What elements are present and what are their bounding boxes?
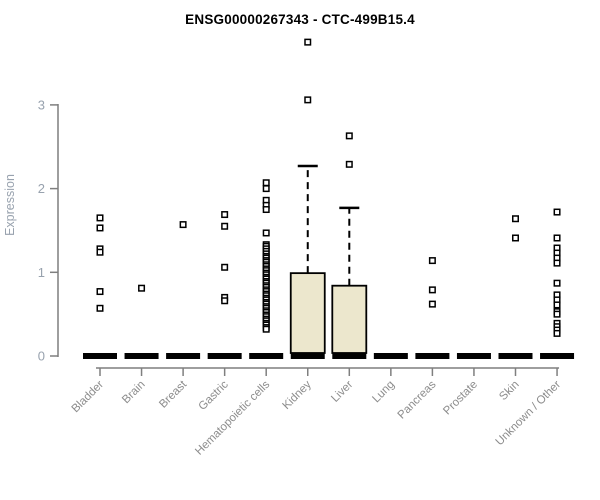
chart-title: ENSG00000267343 - CTC-499B15.4 [185, 12, 415, 27]
outlier-point [96, 224, 104, 232]
outlier-point [221, 263, 229, 271]
x-tick-label: Hematopoietic cells [193, 378, 272, 457]
median-bar [415, 353, 450, 359]
outlier-point [262, 185, 270, 193]
x-tick-label: Prostate [441, 379, 480, 418]
median-bar [456, 353, 491, 359]
outlier-point [262, 179, 270, 187]
outlier-point [553, 310, 561, 318]
x-tick-label: Gastric [197, 378, 231, 412]
outlier-point [553, 259, 561, 267]
outlier-point [262, 325, 270, 333]
outlier-point [96, 248, 104, 256]
outlier-point [221, 222, 229, 230]
outlier-point [428, 300, 436, 308]
box-liver [331, 284, 368, 354]
median-bar [498, 353, 533, 359]
median-bar [373, 353, 408, 359]
outlier-point [512, 234, 519, 242]
outlier-point [262, 206, 270, 214]
outlier-point [345, 160, 353, 168]
outlier-point [138, 284, 146, 292]
y-tick-label: 1 [38, 265, 45, 280]
outlier-point [304, 96, 312, 104]
outlier-point [428, 257, 436, 265]
y-tick-label: 3 [38, 97, 45, 112]
outlier-point [345, 132, 353, 140]
median-bar [124, 353, 159, 359]
y-axis-label: Expression [3, 174, 17, 236]
outlier-point [221, 211, 229, 219]
box-kidney [289, 272, 326, 354]
median-bar [540, 353, 575, 359]
median-bar [290, 353, 325, 359]
x-tick-label: Breast [157, 378, 190, 411]
median-bar [332, 353, 367, 359]
x-tick-label: Kidney [281, 378, 315, 412]
x-tick-label: Bladder [70, 379, 107, 416]
y-tick-label: 2 [38, 181, 45, 196]
plot-generated-content: 0 1 2 3 Bladder Brain Breast GastricHematopoiet… [38, 38, 575, 458]
median-bar [249, 353, 284, 359]
outlier-point [96, 214, 104, 222]
outlier-point [512, 215, 519, 223]
outlier-point [179, 221, 187, 229]
outlier-point [96, 288, 104, 296]
outlier-point [553, 234, 561, 242]
outlier-point [96, 304, 104, 312]
outlier-point [553, 329, 561, 337]
x-tick-label: Pancreas [396, 378, 439, 421]
outlier-point [221, 297, 229, 305]
x-tick-label: Liver [329, 379, 355, 405]
outlier-point [553, 301, 561, 309]
y-tick-label: 0 [38, 349, 45, 364]
outlier-point [262, 229, 270, 237]
median-bar [166, 353, 201, 359]
outlier-point [304, 38, 312, 46]
x-tick-label: Skin [497, 379, 521, 403]
x-tick-label: Brain [120, 379, 147, 406]
outlier-point [553, 208, 561, 216]
median-bar [83, 353, 117, 359]
outlier-point [553, 279, 561, 287]
outlier-point [428, 286, 436, 294]
x-tick-label: Lung [370, 379, 397, 406]
median-bar [207, 353, 242, 359]
